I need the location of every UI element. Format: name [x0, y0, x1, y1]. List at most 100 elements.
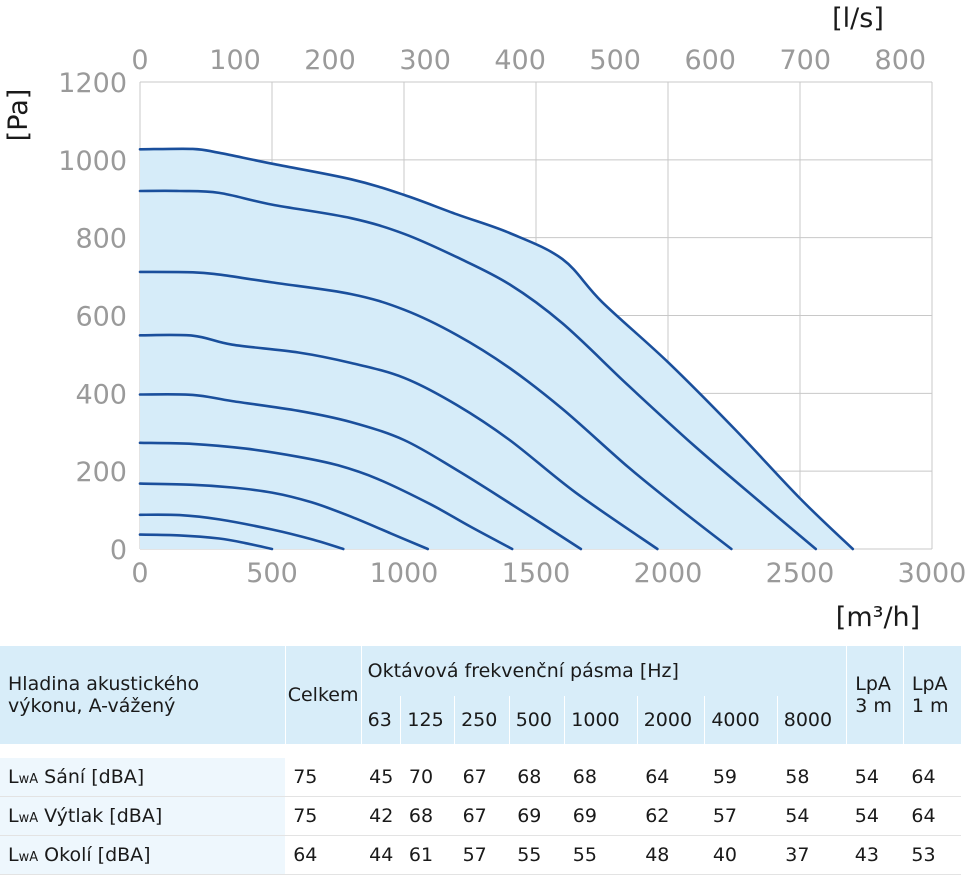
table-cell: 37 — [777, 835, 847, 875]
x-top-tick-label-3: 300 — [399, 45, 451, 76]
y-tick-label-6: 1200 — [58, 68, 127, 99]
row-label-subscript: wA — [18, 850, 39, 865]
freq-header-63: 63 — [361, 696, 402, 744]
y-tick-label-4: 800 — [75, 224, 127, 255]
table-cell: 75 — [285, 758, 362, 797]
y-axis-unit: [Pa] — [3, 89, 34, 142]
header-lpa-3m-line1: LpA — [855, 673, 891, 695]
table-spacer — [0, 744, 961, 758]
row-label-prefix: L — [8, 805, 19, 827]
table-cell: 40 — [704, 835, 778, 875]
freq-header-4000: 4000 — [704, 696, 778, 744]
row-label-subscript: wA — [18, 772, 39, 787]
row-label: LwA Výtlak [dBA] — [0, 796, 286, 836]
table-cell: 54 — [777, 796, 847, 836]
fan-curve-5 — [138, 393, 583, 551]
row-label: LwA Sání [dBA] — [0, 758, 286, 797]
row-label-prefix: L — [8, 844, 19, 866]
chart-ticks: 0 500 1000 1500 2000 2500 30000200400600800100… — [58, 45, 965, 589]
table-cell: 62 — [637, 796, 705, 836]
row-label: LwA Okolí [dBA] — [0, 835, 286, 875]
x-top-tick-label-6: 600 — [684, 45, 736, 76]
table-cell: 70 — [400, 758, 455, 797]
x-tick-label-3: 1500 — [502, 558, 571, 589]
table-cell: 54 — [846, 796, 904, 836]
freq-header-250: 250 — [454, 696, 510, 744]
x-tick-label-0: 0 — [131, 558, 148, 589]
header-lpa-1m-line1: LpA — [911, 673, 948, 695]
table-cell: 64 — [903, 758, 961, 797]
fan-curve-8 — [138, 189, 818, 551]
header-lpa-1m: LpA 1 m — [903, 646, 961, 744]
x-top-tick-label-7: 700 — [780, 45, 832, 76]
table-cell: 43 — [846, 835, 904, 875]
acoustic-table-body: LwA Sání [dBA] 75 45 70 67 68 68 64 59 58 54 64 LwA … — [0, 744, 961, 875]
table-cell: 44 — [361, 835, 401, 875]
x-top-tick-label-4: 400 — [494, 45, 546, 76]
x-top-tick-label-8: 800 — [875, 45, 927, 76]
table-cell: 53 — [903, 835, 961, 875]
y-tick-label-0: 0 — [110, 535, 127, 566]
y-tick-label-5: 1000 — [58, 146, 127, 177]
table-cell: 57 — [704, 796, 778, 836]
table-cell: 64 — [285, 835, 362, 875]
table-cell: 68 — [400, 796, 455, 836]
x-top-tick-label-0: 0 — [131, 45, 148, 76]
table-cell: 48 — [637, 835, 705, 875]
row-label-text: Výtlak [dBA] — [38, 805, 163, 827]
table-cell: 45 — [361, 758, 401, 797]
header-lpa-1m-line2: 1 m — [911, 695, 949, 717]
fan-curve-3 — [138, 482, 430, 551]
x-top-tick-label-1: 100 — [209, 45, 261, 76]
y-tick-label-2: 400 — [75, 379, 127, 410]
table-row: LwA Sání [dBA] 75 45 70 67 68 68 64 59 58 54 64 — [0, 758, 961, 797]
fan-curve-6 — [138, 333, 659, 551]
table-spacer-cell — [0, 744, 961, 758]
freq-header-8000: 8000 — [777, 696, 848, 744]
chart-curves — [138, 147, 855, 551]
table-cell: 54 — [846, 758, 904, 797]
table-cell: 55 — [509, 835, 565, 875]
table-cell: 59 — [704, 758, 778, 797]
fan-curve-9 — [138, 147, 855, 551]
row-label-subscript: wA — [18, 811, 39, 826]
table-cell: 64 — [637, 758, 705, 797]
row-label-prefix: L — [8, 766, 19, 788]
table-row: LwA Výtlak [dBA] 75 42 68 67 69 69 62 57 54 54 64 — [0, 796, 961, 836]
y-tick-label-3: 600 — [75, 302, 127, 333]
table-row: LwA Okolí [dBA] 64 44 61 57 55 55 48 40 37 43 53 — [0, 835, 961, 875]
table-cell: 64 — [903, 796, 961, 836]
x-top-tick-label-2: 200 — [304, 45, 356, 76]
bottom-axis-unit: [m³/h] — [836, 602, 920, 633]
table-cell: 57 — [454, 835, 510, 875]
x-tick-label-1: 500 — [246, 558, 298, 589]
table-cell: 75 — [285, 796, 362, 836]
fan-curve-7 — [138, 270, 733, 551]
table-cell: 55 — [564, 835, 638, 875]
x-tick-label-5: 2500 — [766, 558, 835, 589]
header-sound-level-line2: výkonu, A-vážený — [8, 695, 176, 717]
row-label-text: Sání [dBA] — [38, 766, 145, 788]
table-cell: 68 — [509, 758, 565, 797]
acoustic-table: Hladina akustického výkonu, A-vážený Cel… — [0, 646, 961, 875]
acoustic-table-wrapper: Hladina akustického výkonu, A-vážený Cel… — [0, 646, 965, 875]
header-lpa-3m-line2: 3 m — [855, 695, 892, 717]
header-lpa-3m: LpA 3 m — [846, 646, 904, 744]
freq-header-1000: 1000 — [564, 696, 638, 744]
operating-area-fill — [140, 148, 853, 549]
x-tick-label-2: 1000 — [370, 558, 439, 589]
table-cell: 69 — [564, 796, 638, 836]
table-cell: 58 — [777, 758, 847, 797]
table-cell: 68 — [564, 758, 638, 797]
y-tick-label-1: 200 — [75, 457, 127, 488]
fan-curve-1 — [138, 533, 274, 551]
table-cell: 61 — [400, 835, 455, 875]
top-axis-unit: [l/s] — [832, 3, 884, 34]
table-cell: 67 — [454, 796, 510, 836]
freq-header-500: 500 — [509, 696, 566, 744]
fan-performance-chart: 0 500 1000 1500 2000 2500 30000200400600800100… — [3, 3, 965, 633]
table-cell: 42 — [361, 796, 401, 836]
header-sound-level: Hladina akustického výkonu, A-vážený — [0, 646, 286, 744]
fan-curve-2 — [138, 513, 345, 551]
header-sound-level-line1: Hladina akustického — [8, 673, 200, 695]
